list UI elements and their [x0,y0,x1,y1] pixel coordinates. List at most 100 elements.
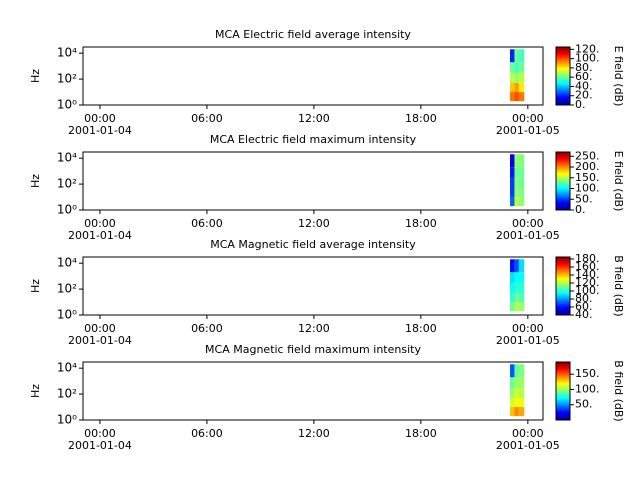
spectrogram-cell [510,187,515,198]
colorbar-tick-label: 150. [575,171,600,184]
colorbar-tick-label: 40. [575,79,593,92]
spectrogram-cell [510,197,515,207]
spectrogram-cell [518,397,525,408]
spectrogram-cell [518,62,525,73]
colorbar [555,256,571,316]
x-tick-label: 00:00 [512,427,544,440]
spectrogram-cell [518,377,525,388]
y-tick-label: 10⁴ [57,151,77,165]
colorbar-tick-label: 100. [575,52,600,65]
x-tick-label: 12:00 [298,427,330,440]
x-tick-label: 06:00 [191,427,223,440]
spectrogram-cell [514,272,519,283]
colorbar [555,361,571,421]
x-tick-date: 2001-01-05 [496,439,560,452]
spectrogram-cell [514,387,519,398]
y-tick-label: 10² [57,387,77,401]
spectrogram-cell [518,187,525,198]
spectrogram-cell [514,167,519,178]
axes-frame [82,151,544,211]
x-tick-label: 00:00 [84,217,116,230]
x-tick-date: 2001-01-05 [496,124,560,137]
colorbar-label: E field (dB) [612,46,625,107]
colorbar [555,46,571,106]
y-tick-label: 10⁰ [57,203,77,217]
spectrogram-cell [518,282,525,293]
colorbar-tick-label: 120. [575,42,600,55]
colorbar-label: B field (dB) [612,255,625,316]
spectrogram-cell [518,302,525,312]
spectrogram-cell [514,282,519,293]
spectrogram-cell [514,72,519,83]
y-tick-label: 10² [57,72,77,86]
x-tick-label: 00:00 [512,217,544,230]
spectrogram-cell [518,177,525,188]
spectrogram-cell [518,364,525,378]
colorbar-tick-label: 180. [575,252,600,265]
y-tick-label: 10⁰ [57,98,77,112]
colorbar-tick-label: 100. [575,382,600,395]
y-tick-label: 10⁴ [57,361,77,375]
colorbar-tick-label: 50. [575,192,593,205]
x-tick-label: 00:00 [512,112,544,125]
spectrogram-cell [518,92,525,102]
colorbar-tick-label: 100. [575,284,600,297]
spectrogram-cell [518,154,525,168]
x-tick-label: 18:00 [405,112,437,125]
x-tick-label: 18:00 [405,427,437,440]
spectrogram-cell [510,92,515,102]
spectrogram-cell [510,72,515,83]
spectrogram-cell [514,187,519,198]
spectrogram-cell [510,272,515,283]
spectrogram-cell [514,292,519,303]
spectrogram-cell [514,397,519,408]
spectrogram-cell [514,92,519,102]
x-tick-label: 00:00 [84,322,116,335]
colorbar-label: E field (dB) [612,151,625,212]
x-tick-date: 2001-01-04 [68,229,132,242]
spectrogram-cell [518,72,525,83]
spectrogram-cell [518,82,525,93]
colorbar-tick-label: 160. [575,260,600,273]
colorbar-tick-label: 100. [575,182,600,195]
spectrogram-cell [518,272,525,283]
spectrogram-cell [510,387,515,398]
colorbar-tick-label: 50. [575,398,593,411]
panel-title: MCA Electric field maximum intensity [210,133,417,146]
colorbar-tick-label: 20. [575,89,593,102]
colorbar-tick-label: 150. [575,367,600,380]
colorbar-tick-label: 120. [575,276,600,289]
spectrogram-cell [514,62,519,73]
y-tick-label: 10⁴ [57,256,77,270]
spectrogram-cell [518,49,525,63]
x-tick-date: 2001-01-04 [68,334,132,347]
axes-frame [82,361,544,421]
x-tick-label: 12:00 [298,322,330,335]
x-tick-label: 18:00 [405,322,437,335]
colorbar-tick-label: 80. [575,292,593,305]
x-tick-label: 00:00 [512,322,544,335]
colorbar-tick-label: 60. [575,300,593,313]
spectrogram-cell [514,49,519,63]
spectrogram-cell [518,387,525,398]
spectrogram-cell [510,154,515,168]
spectrogram-cell [514,407,519,417]
x-tick-label: 06:00 [191,112,223,125]
spectrogram-cell [518,407,525,417]
panel-title: MCA Magnetic field maximum intensity [205,343,421,356]
spectrogram-cell [514,377,519,388]
colorbar-tick-label: 200. [575,160,600,173]
spectrogram-cell [510,82,515,93]
spectrogram-cell [510,364,515,378]
spectrogram-cell [510,259,515,273]
colorbar [555,151,571,211]
x-tick-label: 18:00 [405,217,437,230]
spectrogram-cell [510,62,515,73]
spectrogram-cell [514,197,519,207]
axes-frame [82,46,544,106]
x-tick-date: 2001-01-04 [68,124,132,137]
panel-title: MCA Electric field average intensity [215,28,411,41]
spectrogram-cell [514,154,519,168]
spectrogram-cell [514,364,519,378]
